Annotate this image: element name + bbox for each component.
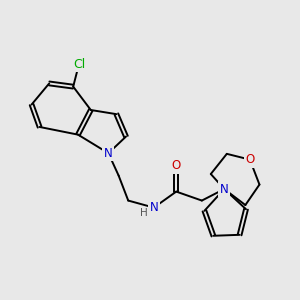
Text: O: O xyxy=(172,159,181,172)
Text: Cl: Cl xyxy=(73,58,85,71)
Text: N: N xyxy=(220,182,229,196)
Text: N: N xyxy=(149,201,158,214)
Text: N: N xyxy=(104,147,113,160)
Text: H: H xyxy=(140,208,148,218)
Text: O: O xyxy=(245,153,254,166)
